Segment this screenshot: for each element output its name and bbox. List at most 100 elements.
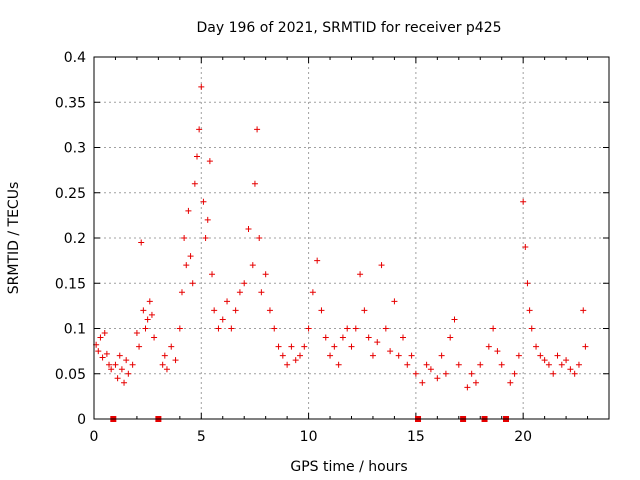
data-point <box>266 307 273 314</box>
data-point <box>515 352 522 359</box>
data-point <box>146 298 153 305</box>
x-tick-label: 10 <box>300 429 318 445</box>
x-tick-label: 0 <box>90 429 99 445</box>
data-point <box>537 352 544 359</box>
data-point <box>369 352 376 359</box>
data-point <box>262 271 269 278</box>
data-point <box>374 339 381 346</box>
data-point <box>550 370 557 377</box>
data-point <box>526 307 533 314</box>
data-point <box>161 352 168 359</box>
data-point <box>144 316 151 323</box>
data-point <box>582 343 589 350</box>
data-point <box>112 361 119 368</box>
data-point <box>176 325 183 332</box>
data-point <box>95 348 102 355</box>
y-tick-label: 0.3 <box>64 141 86 157</box>
data-point <box>133 330 140 337</box>
data-point <box>185 207 192 214</box>
data-point <box>183 262 190 269</box>
data-point <box>318 307 325 314</box>
data-point <box>204 216 211 223</box>
data-point <box>344 325 351 332</box>
data-point <box>118 366 125 373</box>
data-point <box>387 348 394 355</box>
data-point <box>251 180 258 187</box>
data-point <box>271 325 278 332</box>
data-point <box>442 370 449 377</box>
x-tick-label: 15 <box>407 429 425 445</box>
data-point <box>533 343 540 350</box>
data-point <box>129 361 136 368</box>
data-point <box>148 311 155 318</box>
data-point <box>391 298 398 305</box>
y-tick-label: 0.15 <box>55 276 86 292</box>
data-point <box>121 379 128 386</box>
data-point <box>567 366 574 373</box>
data-point <box>123 357 130 364</box>
data-point <box>419 379 426 386</box>
data-point <box>125 370 132 377</box>
data-point <box>408 352 415 359</box>
data-point <box>241 280 248 287</box>
data-point <box>159 361 166 368</box>
data-point <box>99 354 106 361</box>
data-point <box>209 271 216 278</box>
data-point <box>258 289 265 296</box>
y-axis-title: SRMTID / TECUs <box>6 182 22 295</box>
data-point <box>211 307 218 314</box>
data-point <box>256 235 263 241</box>
data-point <box>288 343 295 350</box>
y-tick-label: 0.1 <box>64 322 86 338</box>
data-point <box>522 244 529 251</box>
data-point <box>116 352 123 359</box>
chart-title: Day 196 of 2021, SRMTID for receiver p42… <box>196 20 501 36</box>
data-point <box>485 343 492 350</box>
data-point <box>108 366 115 373</box>
data-point <box>524 280 531 287</box>
data-point <box>103 350 110 357</box>
data-point <box>447 334 454 341</box>
y-tick-label: 0.2 <box>64 231 86 247</box>
data-point <box>275 343 282 350</box>
data-point <box>545 361 552 368</box>
plot-frame <box>93 56 610 420</box>
data-point <box>365 334 372 341</box>
data-point <box>284 361 291 368</box>
data-points <box>93 83 589 391</box>
data-point <box>468 370 475 377</box>
grid-lines <box>94 57 609 419</box>
data-point <box>472 379 479 386</box>
data-point <box>97 334 104 341</box>
data-point <box>494 348 501 355</box>
data-point <box>352 325 359 332</box>
data-point <box>168 343 175 350</box>
data-point <box>163 366 170 373</box>
data-point <box>498 361 505 368</box>
data-point <box>395 352 402 359</box>
data-point <box>331 343 338 350</box>
data-point <box>292 357 299 364</box>
x-tick-label: 20 <box>514 429 532 445</box>
data-point <box>580 307 587 314</box>
data-point <box>172 357 179 364</box>
data-point <box>528 325 535 332</box>
data-point <box>563 357 570 364</box>
data-point <box>400 334 406 341</box>
data-point <box>215 325 222 332</box>
data-point <box>464 384 471 391</box>
data-point <box>181 235 188 241</box>
y-tick-label: 0.4 <box>64 50 86 66</box>
data-point <box>228 325 235 332</box>
data-point <box>202 235 209 241</box>
data-point <box>279 352 286 359</box>
data-point <box>196 126 203 133</box>
data-point <box>142 325 149 332</box>
data-point <box>297 352 303 359</box>
data-point <box>101 330 108 337</box>
data-point <box>378 262 385 269</box>
data-point <box>198 83 205 90</box>
data-point <box>314 257 321 264</box>
data-point <box>451 316 458 323</box>
